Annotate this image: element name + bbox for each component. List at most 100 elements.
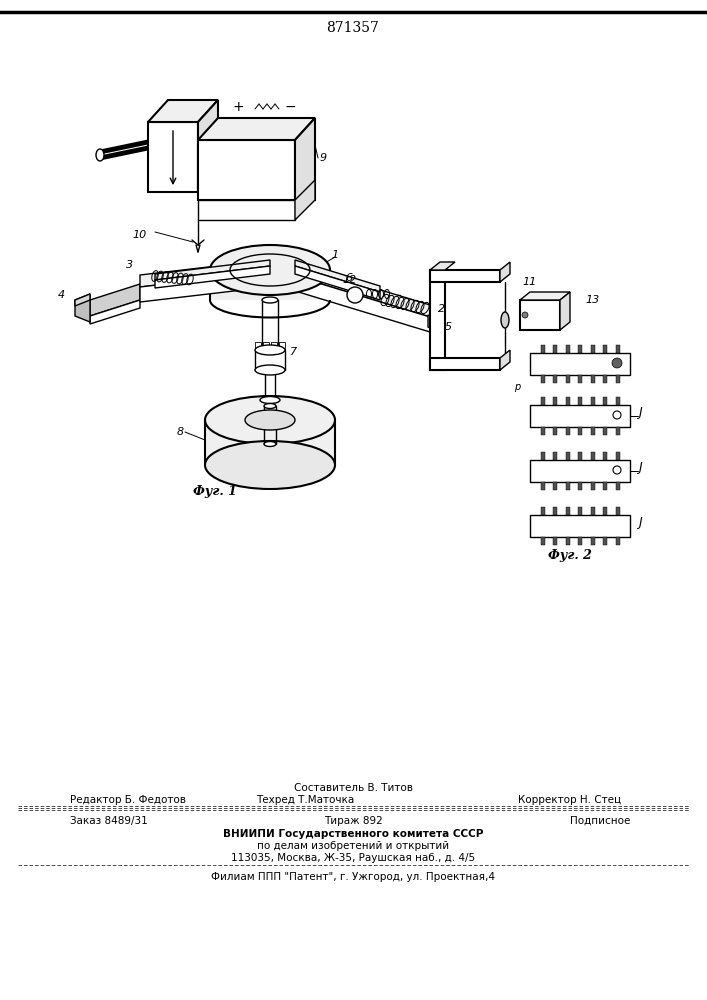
Polygon shape xyxy=(560,292,570,330)
Ellipse shape xyxy=(262,297,278,303)
Text: Редактор Б. Федотов: Редактор Б. Федотов xyxy=(70,795,186,805)
Text: Составитель В. Титов: Составитель В. Титов xyxy=(293,783,412,793)
Polygon shape xyxy=(578,507,582,515)
Text: Корректор Н. Стец: Корректор Н. Стец xyxy=(518,795,621,805)
Polygon shape xyxy=(553,452,557,460)
Polygon shape xyxy=(282,260,430,317)
Text: J: J xyxy=(638,516,642,529)
Polygon shape xyxy=(148,122,198,192)
Polygon shape xyxy=(540,507,544,515)
Polygon shape xyxy=(263,342,269,350)
Polygon shape xyxy=(255,350,285,370)
Polygon shape xyxy=(295,118,315,200)
Polygon shape xyxy=(540,427,544,435)
Polygon shape xyxy=(566,537,570,545)
Polygon shape xyxy=(520,300,560,330)
Polygon shape xyxy=(540,482,544,490)
Polygon shape xyxy=(603,507,607,515)
Polygon shape xyxy=(553,507,557,515)
Polygon shape xyxy=(578,375,582,383)
Polygon shape xyxy=(566,375,570,383)
Ellipse shape xyxy=(96,149,104,161)
Polygon shape xyxy=(603,482,607,490)
Text: ВНИИПИ Государственного комитета СССР: ВНИИПИ Государственного комитета СССР xyxy=(223,829,483,839)
Polygon shape xyxy=(590,375,595,383)
Polygon shape xyxy=(603,452,607,460)
Polygon shape xyxy=(566,482,570,490)
Ellipse shape xyxy=(264,403,276,408)
Polygon shape xyxy=(530,460,630,482)
Polygon shape xyxy=(603,345,607,353)
Text: 13: 13 xyxy=(585,295,600,305)
Text: 9: 9 xyxy=(320,153,327,163)
Polygon shape xyxy=(205,420,335,465)
Circle shape xyxy=(612,358,622,368)
Text: 2: 2 xyxy=(438,304,445,314)
Polygon shape xyxy=(578,452,582,460)
Polygon shape xyxy=(430,270,445,370)
Polygon shape xyxy=(603,375,607,383)
Polygon shape xyxy=(578,345,582,353)
Text: −: − xyxy=(284,100,296,114)
Polygon shape xyxy=(430,262,455,270)
Text: 4: 4 xyxy=(58,290,65,300)
Text: Фуг. 1: Фуг. 1 xyxy=(193,486,237,498)
Polygon shape xyxy=(500,350,510,370)
Polygon shape xyxy=(155,266,270,288)
Text: 6: 6 xyxy=(345,273,352,283)
Polygon shape xyxy=(616,427,619,435)
Polygon shape xyxy=(210,270,330,300)
Polygon shape xyxy=(198,118,315,140)
Text: Тираж 892: Тираж 892 xyxy=(324,816,382,826)
Polygon shape xyxy=(616,345,619,353)
Text: 10: 10 xyxy=(133,230,147,240)
Text: +: + xyxy=(232,100,244,114)
Polygon shape xyxy=(578,397,582,405)
Polygon shape xyxy=(428,315,443,334)
Polygon shape xyxy=(616,452,619,460)
Polygon shape xyxy=(578,482,582,490)
Polygon shape xyxy=(566,345,570,353)
Polygon shape xyxy=(553,537,557,545)
Polygon shape xyxy=(566,452,570,460)
Ellipse shape xyxy=(205,441,335,489)
Ellipse shape xyxy=(245,410,295,430)
Polygon shape xyxy=(140,270,285,302)
Polygon shape xyxy=(590,345,595,353)
Text: 12: 12 xyxy=(343,275,357,285)
Polygon shape xyxy=(198,140,295,200)
Polygon shape xyxy=(500,262,510,282)
Polygon shape xyxy=(616,397,619,405)
Circle shape xyxy=(613,466,621,474)
Polygon shape xyxy=(553,482,557,490)
Ellipse shape xyxy=(210,245,330,295)
Polygon shape xyxy=(590,507,595,515)
Polygon shape xyxy=(140,258,285,287)
Polygon shape xyxy=(590,427,595,435)
Polygon shape xyxy=(90,284,140,316)
Polygon shape xyxy=(616,507,619,515)
Polygon shape xyxy=(430,358,500,370)
Ellipse shape xyxy=(264,442,276,446)
Text: J: J xyxy=(638,406,642,419)
Polygon shape xyxy=(295,180,315,220)
Polygon shape xyxy=(590,482,595,490)
Polygon shape xyxy=(279,342,285,350)
Circle shape xyxy=(347,287,363,303)
Polygon shape xyxy=(255,342,261,350)
Polygon shape xyxy=(540,345,544,353)
Ellipse shape xyxy=(205,396,335,444)
Text: Техред Т.Маточка: Техред Т.Маточка xyxy=(256,795,354,805)
Text: 5: 5 xyxy=(445,322,452,332)
Circle shape xyxy=(522,312,528,318)
Text: Заказ 8489/31: Заказ 8489/31 xyxy=(70,816,148,826)
Polygon shape xyxy=(90,300,140,324)
Ellipse shape xyxy=(501,312,509,328)
Text: 11: 11 xyxy=(523,277,537,287)
Polygon shape xyxy=(553,375,557,383)
Polygon shape xyxy=(520,292,570,300)
Polygon shape xyxy=(540,452,544,460)
Ellipse shape xyxy=(255,365,285,375)
Polygon shape xyxy=(540,375,544,383)
Polygon shape xyxy=(603,537,607,545)
